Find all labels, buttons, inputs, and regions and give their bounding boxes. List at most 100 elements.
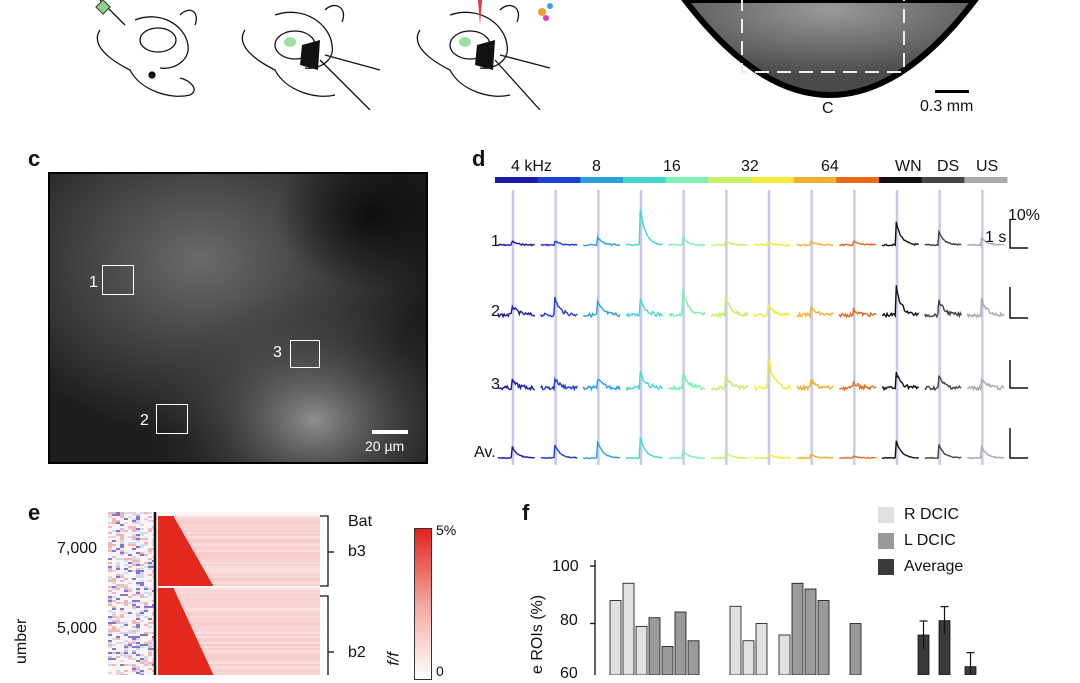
heatmap-response-tail	[179, 526, 320, 528]
heatmap-cell	[124, 622, 128, 624]
trace-scalebar	[1009, 220, 1028, 249]
calcium-trace	[497, 378, 535, 392]
heatmap-response	[158, 528, 181, 530]
heatmap-cell	[148, 646, 152, 648]
heatmap-cell	[132, 544, 136, 546]
calcium-trace	[838, 240, 877, 247]
heatmap-cell	[148, 512, 152, 514]
heatmap-response	[158, 550, 194, 552]
heatmap-cell	[144, 656, 148, 658]
heatmap-cell	[116, 548, 120, 550]
calcium-trace	[668, 448, 706, 460]
heatmap-cell	[108, 546, 112, 548]
heatmap-cell	[112, 582, 116, 584]
heatmap-response	[158, 548, 193, 550]
heatmap-cell	[116, 514, 120, 516]
heatmap-cell	[116, 656, 120, 658]
calcium-trace	[881, 440, 919, 460]
heatmap-cell	[140, 620, 144, 622]
heatmap-cell	[136, 630, 140, 632]
calcium-trace	[710, 296, 749, 319]
heatmap-response-tail	[209, 578, 320, 580]
heatmap-cell	[136, 618, 140, 620]
heatmap-cell	[136, 522, 140, 524]
heatmap-cell	[116, 522, 120, 524]
panel-b-c-label: C	[822, 100, 834, 117]
panel-d-letter: d	[472, 146, 486, 171]
e-ylabel: umber	[13, 618, 30, 664]
heatmap-cell	[140, 612, 144, 614]
calcium-trace	[838, 379, 877, 392]
heatmap-cell	[148, 552, 152, 554]
heatmap-cell	[124, 522, 128, 524]
heatmap-cell	[132, 570, 136, 572]
heatmap-cell	[136, 574, 140, 576]
heatmap-cell	[132, 556, 136, 558]
heatmap-cell	[120, 542, 124, 544]
stim-label-64: 64	[821, 158, 839, 175]
heatmap-cell	[120, 614, 124, 616]
heatmap-response-tail	[176, 520, 320, 522]
heatmap-response	[158, 672, 213, 674]
heatmap-cell	[136, 660, 140, 662]
heatmap-response	[158, 524, 179, 526]
heatmap-cell	[144, 544, 148, 546]
heatmap-cell	[124, 594, 128, 596]
heatmap-response-tail	[206, 572, 320, 574]
two-photon-image	[48, 172, 428, 464]
heatmap-response	[158, 604, 182, 606]
heatmap-cell	[108, 600, 112, 602]
heatmap-response	[158, 572, 206, 574]
heatmap-cell	[148, 566, 152, 568]
heatmap-response	[158, 658, 207, 660]
heatmap-response-tail	[175, 518, 320, 520]
heatmap-response	[158, 596, 178, 598]
heatmap-cell	[136, 612, 140, 614]
panel-c-letter: c	[28, 146, 41, 171]
roi-box-3	[290, 340, 320, 368]
heatmap-cell	[132, 652, 136, 654]
heatmap-cell	[144, 608, 148, 610]
colorbar-max-label: 5%	[436, 522, 457, 538]
heatmap-cell	[140, 584, 144, 586]
heatmap-cell	[140, 658, 144, 660]
heatmap-response-tail	[186, 538, 320, 540]
heatmap-response	[158, 666, 210, 668]
heatmap-cell	[112, 522, 116, 524]
calcium-trace	[796, 378, 834, 392]
heatmap-cell	[112, 596, 116, 598]
heatmap-cell	[148, 662, 152, 664]
heatmap-cell	[116, 562, 120, 564]
heatmap-response	[158, 566, 203, 568]
heatmap-cell	[140, 528, 144, 530]
heatmap-cell	[120, 586, 124, 588]
heatmap-cell	[128, 644, 132, 646]
heatmap-cell	[116, 672, 120, 674]
heatmap-cell	[124, 604, 128, 606]
calcium-trace	[924, 229, 962, 247]
heatmap-cell	[128, 528, 132, 530]
heatmap-response-tail	[180, 528, 320, 530]
heatmap-cell	[132, 664, 136, 666]
heatmap-cell	[128, 570, 132, 572]
heatmap-response-tail	[208, 576, 320, 578]
heatmap-cell	[108, 630, 112, 632]
calcium-trace	[540, 444, 578, 460]
heatmap-cell	[120, 524, 124, 526]
heatmap-response-tail	[192, 548, 320, 550]
heatmap-cell	[112, 592, 116, 594]
heatmap-cell	[140, 538, 144, 540]
group-label-bat: Bat	[348, 513, 373, 530]
heatmap-cell	[136, 668, 140, 670]
heatmap-cell	[140, 602, 144, 604]
calcium-trace	[838, 307, 877, 319]
calcium-trace	[583, 441, 621, 460]
heatmap-cell	[108, 536, 112, 538]
heatmap-cell	[128, 558, 132, 560]
heatmap-cell	[140, 614, 144, 616]
heatmap-cell	[120, 610, 124, 612]
heatmap-response	[158, 584, 213, 586]
heatmap-cell	[136, 572, 140, 574]
heatmap-cell	[128, 512, 132, 514]
heatmap-cell	[108, 672, 112, 674]
